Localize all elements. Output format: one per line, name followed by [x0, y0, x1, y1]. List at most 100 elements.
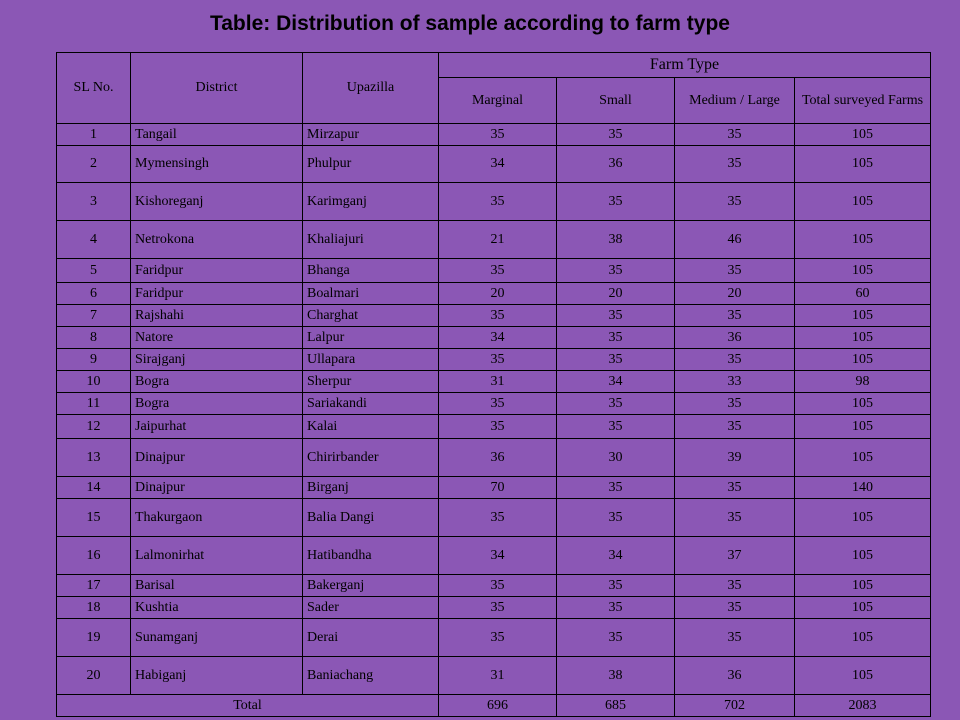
cell-small: 30	[556, 438, 675, 477]
cell-sl-no: 20	[56, 656, 131, 695]
cell-marginal: 20	[438, 282, 557, 305]
cell-small: 35	[556, 326, 675, 349]
cell-marginal: 34	[438, 326, 557, 349]
cell-medium-large: 39	[674, 438, 795, 477]
cell-total-surveyed: 105	[794, 326, 931, 349]
cell-total-surveyed: 60	[794, 282, 931, 305]
cell-district: Natore	[130, 326, 303, 349]
table-row: 7 Rajshahi Charghat 35 35 35 105	[56, 304, 931, 327]
cell-district: Jaipurhat	[130, 414, 303, 439]
cell-sl-no: 15	[56, 498, 131, 537]
cell-district: Kishoreganj	[130, 182, 303, 221]
cell-upazilla: Balia Dangi	[302, 498, 439, 537]
cell-medium-large: 35	[674, 574, 795, 597]
cell-district: Thakurgaon	[130, 498, 303, 537]
cell-medium-large: 35	[674, 618, 795, 657]
cell-medium-large: 46	[674, 220, 795, 259]
cell-small: 35	[556, 304, 675, 327]
cell-sl-no: 12	[56, 414, 131, 439]
cell-sl-no: 14	[56, 476, 131, 499]
cell-total-surveyed: 105	[794, 536, 931, 575]
cell-upazilla: Sader	[302, 596, 439, 619]
cell-upazilla: Mirzapur	[302, 123, 439, 146]
table-row: 3 Kishoreganj Karimganj 35 35 35 105	[56, 182, 931, 221]
cell-small: 38	[556, 220, 675, 259]
cell-sl-no: 16	[56, 536, 131, 575]
cell-small: 34	[556, 536, 675, 575]
cell-total-surveyed: 105	[794, 182, 931, 221]
cell-small: 35	[556, 596, 675, 619]
cell-total-surveyed: 98	[794, 370, 931, 393]
header-medium-large: Medium / Large	[674, 77, 795, 124]
cell-small: 35	[556, 618, 675, 657]
cell-medium-large: 35	[674, 414, 795, 439]
cell-sl-no: 5	[56, 258, 131, 283]
cell-upazilla: Birganj	[302, 476, 439, 499]
cell-total-surveyed: 105	[794, 656, 931, 695]
cell-total-surveyed: 105	[794, 220, 931, 259]
cell-sl-no: 4	[56, 220, 131, 259]
cell-district: Sirajganj	[130, 348, 303, 371]
cell-district: Bogra	[130, 370, 303, 393]
header-district: District	[130, 52, 303, 124]
cell-medium-large: 35	[674, 392, 795, 415]
table-row: 8 Natore Lalpur 34 35 36 105	[56, 326, 931, 349]
total-medium: 702	[674, 694, 795, 717]
cell-small: 35	[556, 476, 675, 499]
cell-marginal: 34	[438, 536, 557, 575]
cell-small: 35	[556, 574, 675, 597]
cell-marginal: 21	[438, 220, 557, 259]
cell-medium-large: 33	[674, 370, 795, 393]
cell-upazilla: Charghat	[302, 304, 439, 327]
cell-marginal: 35	[438, 618, 557, 657]
cell-upazilla: Derai	[302, 618, 439, 657]
table-row: 6 Faridpur Boalmari 20 20 20 60	[56, 282, 931, 305]
table-row: 15 Thakurgaon Balia Dangi 35 35 35 105	[56, 498, 931, 537]
cell-marginal: 35	[438, 498, 557, 537]
cell-medium-large: 35	[674, 145, 795, 183]
cell-district: Barisal	[130, 574, 303, 597]
cell-medium-large: 35	[674, 258, 795, 283]
cell-total-surveyed: 105	[794, 438, 931, 477]
cell-total-surveyed: 140	[794, 476, 931, 499]
cell-sl-no: 19	[56, 618, 131, 657]
cell-marginal: 35	[438, 392, 557, 415]
cell-total-surveyed: 105	[794, 596, 931, 619]
cell-small: 34	[556, 370, 675, 393]
cell-upazilla: Bhanga	[302, 258, 439, 283]
header-upazilla: Upazilla	[302, 52, 439, 124]
cell-district: Habiganj	[130, 656, 303, 695]
cell-sl-no: 11	[56, 392, 131, 415]
farm-distribution-table: SL No. District Upazilla Farm Type Margi…	[56, 52, 931, 717]
table-row: 20 Habiganj Baniachang 31 38 36 105	[56, 656, 931, 695]
cell-medium-large: 35	[674, 596, 795, 619]
cell-sl-no: 1	[56, 123, 131, 146]
cell-small: 35	[556, 258, 675, 283]
header-sl-no: SL No.	[56, 52, 131, 124]
table-row: 18 Kushtia Sader 35 35 35 105	[56, 596, 931, 619]
cell-upazilla: Khaliajuri	[302, 220, 439, 259]
cell-total-surveyed: 105	[794, 258, 931, 283]
table-row: 19 Sunamganj Derai 35 35 35 105	[56, 618, 931, 657]
cell-total-surveyed: 105	[794, 414, 931, 439]
cell-marginal: 35	[438, 123, 557, 146]
header-farm-type: Farm Type	[438, 52, 931, 78]
cell-small: 35	[556, 123, 675, 146]
cell-total-surveyed: 105	[794, 304, 931, 327]
cell-marginal: 34	[438, 145, 557, 183]
table-row: 2 Mymensingh Phulpur 34 36 35 105	[56, 145, 931, 183]
cell-upazilla: Phulpur	[302, 145, 439, 183]
cell-district: Lalmonirhat	[130, 536, 303, 575]
cell-small: 35	[556, 182, 675, 221]
cell-district: Kushtia	[130, 596, 303, 619]
cell-total-surveyed: 105	[794, 392, 931, 415]
cell-small: 36	[556, 145, 675, 183]
cell-small: 35	[556, 414, 675, 439]
cell-upazilla: Sariakandi	[302, 392, 439, 415]
cell-marginal: 35	[438, 414, 557, 439]
cell-sl-no: 13	[56, 438, 131, 477]
cell-sl-no: 10	[56, 370, 131, 393]
cell-marginal: 35	[438, 596, 557, 619]
cell-marginal: 35	[438, 258, 557, 283]
cell-small: 38	[556, 656, 675, 695]
